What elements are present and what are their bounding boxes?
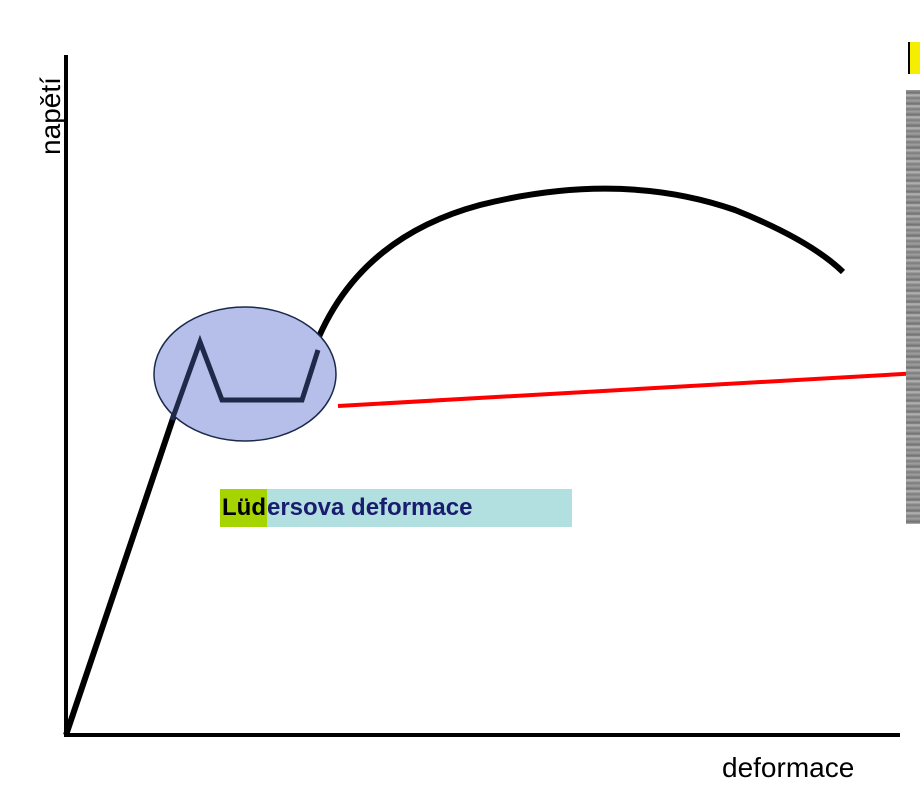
luders-deformation-label: Lüd ersova deformace [220,489,572,527]
pointer-line [337,371,920,408]
cropped-title-tag [908,42,920,74]
luders-highlight-text: Lüd [220,489,267,527]
yield-plateau-curve [169,334,321,421]
stress-strain-curve [63,185,846,736]
x-axis-label: deformace [722,752,855,783]
luders-rest-text: ersova deformace [266,494,473,521]
y-axis-label: napětí [35,77,66,155]
micrograph-photo [906,90,920,524]
